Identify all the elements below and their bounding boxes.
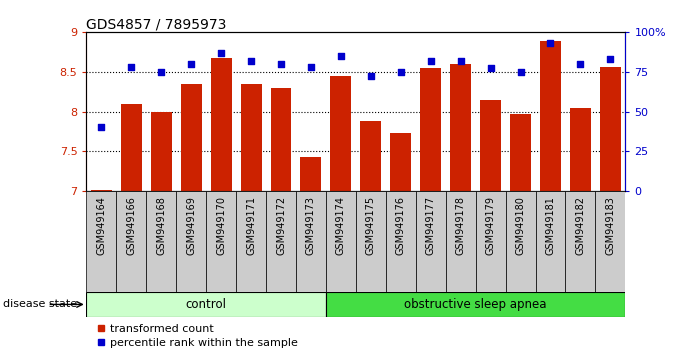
Text: obstructive sleep apnea: obstructive sleep apnea [404, 298, 547, 311]
Point [276, 61, 287, 67]
Bar [356, 191, 386, 292]
Point [186, 61, 197, 67]
Text: GSM949166: GSM949166 [126, 196, 136, 255]
Text: GSM949169: GSM949169 [186, 196, 196, 255]
Bar [536, 191, 565, 292]
Bar [301, 157, 321, 191]
Text: GSM949179: GSM949179 [486, 196, 495, 255]
Bar [420, 68, 441, 191]
Point [155, 69, 167, 75]
Point [395, 69, 406, 75]
Bar [206, 191, 236, 292]
Bar [146, 191, 176, 292]
Bar [330, 76, 351, 191]
Point [455, 58, 466, 63]
Bar [450, 64, 471, 191]
Text: GSM949180: GSM949180 [515, 196, 526, 255]
Bar [121, 104, 142, 191]
Bar [326, 292, 625, 317]
Bar [565, 191, 596, 292]
Bar [540, 41, 561, 191]
Bar [86, 292, 326, 317]
Text: disease state: disease state [3, 299, 77, 309]
Bar [475, 191, 506, 292]
Point [335, 53, 346, 58]
Point [126, 64, 137, 70]
Text: GSM949176: GSM949176 [396, 196, 406, 255]
Text: GSM949171: GSM949171 [246, 196, 256, 255]
Bar [91, 190, 112, 191]
Point [605, 56, 616, 62]
Bar [266, 191, 296, 292]
Point [96, 125, 107, 130]
Text: GSM949174: GSM949174 [336, 196, 346, 255]
Text: GSM949182: GSM949182 [576, 196, 585, 255]
Bar [211, 58, 231, 191]
Point [216, 50, 227, 55]
Bar [506, 191, 536, 292]
Bar [386, 191, 416, 292]
Text: GSM949170: GSM949170 [216, 196, 226, 255]
Text: GSM949181: GSM949181 [545, 196, 556, 255]
Text: GSM949177: GSM949177 [426, 196, 436, 255]
Text: control: control [186, 298, 227, 311]
Text: GSM949173: GSM949173 [306, 196, 316, 255]
Point [305, 64, 316, 70]
Point [245, 58, 256, 63]
Bar [326, 191, 356, 292]
Bar [480, 99, 501, 191]
Text: GSM949168: GSM949168 [156, 196, 167, 255]
Bar [176, 191, 206, 292]
Bar [180, 84, 202, 191]
Bar [236, 191, 266, 292]
Text: GSM949178: GSM949178 [455, 196, 466, 255]
Bar [86, 191, 116, 292]
Bar [296, 191, 326, 292]
Point [485, 66, 496, 72]
Text: GSM949183: GSM949183 [605, 196, 616, 255]
Bar [390, 133, 411, 191]
Bar [240, 84, 261, 191]
Point [515, 69, 526, 75]
Text: GDS4857 / 7895973: GDS4857 / 7895973 [86, 18, 227, 32]
Text: GSM949172: GSM949172 [276, 196, 286, 255]
Bar [151, 112, 171, 191]
Bar [600, 67, 621, 191]
Bar [116, 191, 146, 292]
Point [366, 74, 377, 79]
Legend: transformed count, percentile rank within the sample: transformed count, percentile rank withi… [92, 320, 302, 352]
Point [575, 61, 586, 67]
Bar [270, 87, 292, 191]
Point [545, 40, 556, 46]
Bar [510, 114, 531, 191]
Bar [596, 191, 625, 292]
Bar [360, 121, 381, 191]
Text: GSM949175: GSM949175 [366, 196, 376, 255]
Bar [416, 191, 446, 292]
Bar [446, 191, 475, 292]
Point [425, 58, 436, 63]
Text: GSM949164: GSM949164 [96, 196, 106, 255]
Bar [570, 108, 591, 191]
